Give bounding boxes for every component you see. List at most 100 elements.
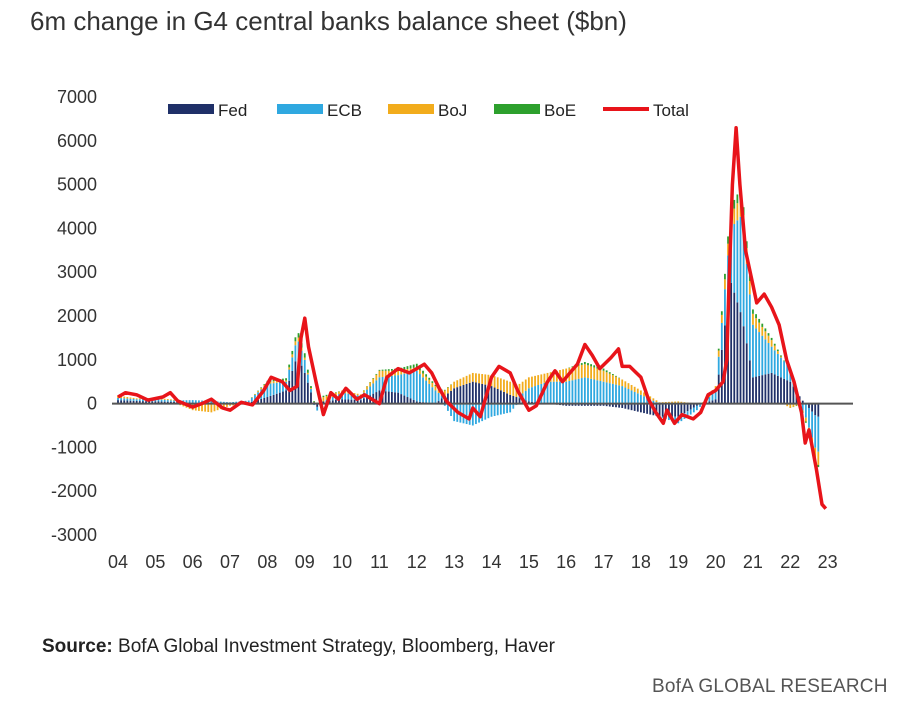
bar-fed xyxy=(608,403,611,407)
bar-boj xyxy=(291,354,294,358)
bar-boj xyxy=(459,378,462,387)
bar-boj xyxy=(636,388,639,394)
bar-ecb xyxy=(562,381,564,404)
bar-boj xyxy=(484,374,487,385)
bar-fed xyxy=(618,403,621,408)
bar-ecb xyxy=(269,383,272,396)
y-tick-label: 5000 xyxy=(57,175,97,195)
bar-ecb xyxy=(764,339,767,375)
bar-ecb xyxy=(403,373,406,396)
bar-ecb xyxy=(808,407,810,428)
bar-ecb xyxy=(758,332,761,376)
bar-boj xyxy=(375,374,378,381)
bar-fed xyxy=(752,377,754,404)
bar-fed xyxy=(475,382,477,404)
bar-fed xyxy=(518,398,521,404)
bar-ecb xyxy=(692,407,695,413)
bar-ecb xyxy=(555,381,558,404)
bar-boj xyxy=(260,387,263,390)
x-tick-label: 19 xyxy=(668,552,688,572)
bar-boj xyxy=(571,367,574,381)
bar-ecb xyxy=(624,387,627,404)
bar-boj xyxy=(630,384,633,391)
bar-fed xyxy=(671,403,673,417)
bar-fed xyxy=(527,401,530,404)
bar-boj xyxy=(428,379,431,384)
bar-ecb xyxy=(552,381,555,404)
bar-fed xyxy=(506,393,508,404)
bar-fed xyxy=(596,403,599,406)
bar-boe xyxy=(583,361,586,365)
bar-ecb xyxy=(188,400,191,403)
bar-ecb xyxy=(630,390,633,404)
bar-ecb xyxy=(350,394,353,400)
bar-ecb xyxy=(440,395,443,399)
bar-boj xyxy=(761,326,764,336)
bar-fed xyxy=(257,399,259,404)
bar-fed xyxy=(478,383,480,404)
bar-boj xyxy=(222,403,225,408)
source-text: BofA Global Investment Strategy, Bloombe… xyxy=(112,636,555,657)
bar-ecb xyxy=(278,382,281,393)
bar-fed xyxy=(611,403,614,407)
bar-fed xyxy=(814,403,817,416)
legend: Fed ECB BoJ BoE Total xyxy=(168,101,689,120)
bar-fed xyxy=(512,395,515,404)
y-tick-label: -1000 xyxy=(51,437,97,457)
bar-boj xyxy=(471,372,474,382)
bar-fed xyxy=(692,403,695,408)
bar-boj xyxy=(254,394,256,395)
bar-boj xyxy=(764,331,767,340)
bar-boj xyxy=(229,403,231,406)
bar-fed xyxy=(437,401,440,404)
bar-boj xyxy=(512,383,515,396)
x-tick-label: 07 xyxy=(220,552,240,572)
bar-ecb xyxy=(447,403,449,411)
bar-fed xyxy=(468,382,471,404)
x-tick-label: 04 xyxy=(108,552,128,572)
bar-fed xyxy=(322,401,325,404)
bar-ecb xyxy=(699,404,701,407)
bar-ecb xyxy=(431,387,434,404)
bar-boj xyxy=(381,370,384,377)
bar-fed xyxy=(630,403,633,411)
bar-boj xyxy=(434,386,437,391)
bar-boj xyxy=(580,364,583,379)
bar-ecb xyxy=(496,403,499,416)
bar-fed xyxy=(316,403,319,407)
bar-boe xyxy=(733,199,736,209)
bar-boj xyxy=(478,373,480,384)
bar-boj xyxy=(173,399,175,401)
bar-ecb xyxy=(714,390,717,400)
y-tick-label: 6000 xyxy=(57,131,97,151)
bar-ecb xyxy=(210,400,213,404)
bar-ecb xyxy=(608,383,611,404)
bar-ecb xyxy=(512,403,515,409)
y-tick-label: 0 xyxy=(87,394,97,414)
bar-ecb xyxy=(123,398,126,401)
bar-boj xyxy=(577,365,580,379)
bar-fed xyxy=(680,403,683,415)
bar-ecb xyxy=(668,416,670,421)
bar-ecb xyxy=(138,399,141,402)
bar-ecb xyxy=(419,374,421,402)
bar-fed xyxy=(285,390,287,404)
bar-boj xyxy=(590,366,592,379)
bar-ecb xyxy=(331,397,334,401)
bar-ecb xyxy=(453,403,456,422)
bar-boj xyxy=(736,203,739,221)
bar-ecb xyxy=(717,356,720,375)
bar-boj xyxy=(257,391,259,393)
bar-boe xyxy=(325,394,328,396)
bar-ecb xyxy=(120,398,123,401)
bar-boj xyxy=(527,377,530,389)
bar-ecb xyxy=(306,374,309,383)
bar-boe xyxy=(425,374,428,377)
bar-boj xyxy=(325,395,328,400)
y-tick-label: -3000 xyxy=(51,525,97,545)
bar-fed xyxy=(384,391,387,404)
bar-boe xyxy=(391,368,393,371)
bar-ecb xyxy=(776,353,779,376)
bar-fed xyxy=(148,401,151,404)
bar-boj xyxy=(285,380,287,382)
